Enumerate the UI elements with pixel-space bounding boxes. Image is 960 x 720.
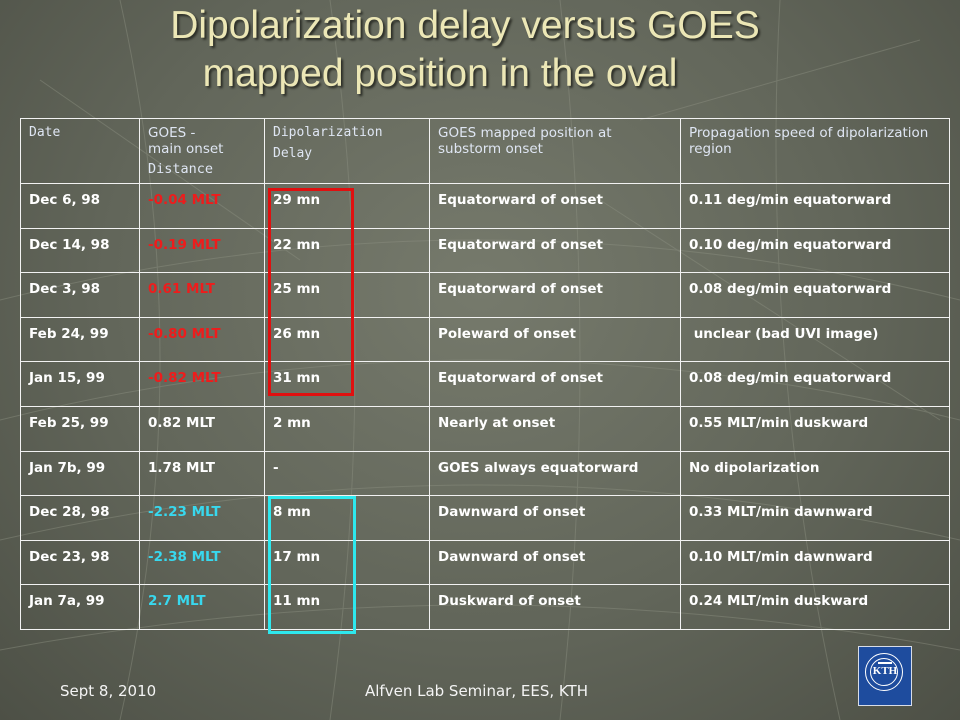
cell-distance: -0.04 MLT <box>139 183 265 229</box>
cell-position: GOES always equatorward <box>429 450 681 497</box>
header-speed-label: Propagation speed of dipolarization regi… <box>689 125 929 157</box>
slide-title-line-1: Dipolarization delay versus GOES <box>170 4 760 47</box>
slide-title-line-2: mapped position in the oval <box>202 52 678 95</box>
slide-title: Dipolarization delay versus GOES mapped … <box>0 0 960 112</box>
cell-date: Dec 3, 98 <box>20 272 140 318</box>
header-distance-line-1: GOES - <box>148 125 196 141</box>
cell-position: Dawnward of onset <box>429 539 681 586</box>
cell-position: Nearly at onset <box>429 405 681 452</box>
logo-inner-ring <box>870 658 898 686</box>
table-row: Dec 3, 98 0.61 MLT 25 mn Equatorward of … <box>20 272 950 318</box>
cell-speed: 0.55 MLT/min duskward <box>680 405 950 452</box>
cell-date: Dec 6, 98 <box>20 183 140 229</box>
cell-speed: 0.08 deg/min equatorward <box>680 272 950 318</box>
cell-delay: 2 mn <box>264 405 430 452</box>
cell-delay: 11 mn <box>264 584 430 630</box>
cell-delay: 26 mn <box>264 316 430 363</box>
footer-date: Sept 8, 2010 <box>60 682 157 700</box>
cell-distance: 0.82 MLT <box>139 405 265 452</box>
cell-speed: unclear (bad UVI image) <box>680 316 950 363</box>
header-distance-line-2: main onset <box>148 141 224 157</box>
kth-seal-icon: KTH <box>858 646 912 706</box>
logo-text: KTH <box>872 665 898 677</box>
cell-date: Dec 23, 98 <box>20 539 140 586</box>
cell-speed: 0.24 MLT/min duskward <box>680 584 950 630</box>
cell-speed: 0.11 deg/min equatorward <box>680 183 950 229</box>
cell-speed: 0.10 MLT/min dawnward <box>680 539 950 586</box>
cell-delay: 25 mn <box>264 272 430 318</box>
table-row: Jan 7b, 99 1.78 MLT - GOES always equato… <box>20 450 950 497</box>
cell-distance: 0.61 MLT <box>139 272 265 318</box>
logo-outer-ring <box>865 653 903 691</box>
cell-date: Jan 15, 99 <box>20 361 140 407</box>
header-date: Date <box>20 118 140 184</box>
cell-position: Equatorward of onset <box>429 183 681 229</box>
cyan-highlight-box <box>268 496 356 634</box>
cell-position: Equatorward of onset <box>429 361 681 407</box>
table-row: Dec 23, 98 -2.38 MLT 17 mn Dawnward of o… <box>20 539 950 586</box>
header-delay: Dipolarization Delay <box>264 118 430 184</box>
table-row: Feb 25, 99 0.82 MLT 2 mn Nearly at onset… <box>20 405 950 452</box>
cell-position: Duskward of onset <box>429 584 681 630</box>
cell-distance: -2.23 MLT <box>139 495 265 541</box>
cell-speed: 0.08 deg/min equatorward <box>680 361 950 407</box>
header-distance: GOES - main onset Distance <box>139 118 265 184</box>
footer-event: Alfven Lab Seminar, EES, KTH <box>365 682 588 700</box>
table-row: Dec 14, 98 -0.19 MLT 22 mn Equatorward o… <box>20 227 950 274</box>
cell-date: Dec 14, 98 <box>20 227 140 274</box>
cell-date: Dec 28, 98 <box>20 495 140 541</box>
crown-icon <box>878 656 892 664</box>
cell-distance: 1.78 MLT <box>139 450 265 497</box>
red-highlight-box <box>268 188 354 396</box>
cell-position: Dawnward of onset <box>429 495 681 541</box>
table-row: Jan 7a, 99 2.7 MLT 11 mn Duskward of ons… <box>20 584 950 630</box>
cell-position: Poleward of onset <box>429 316 681 363</box>
table-header-row: Date GOES - main onset Distance Dipolari… <box>20 118 950 184</box>
header-date-label: Date <box>29 125 61 140</box>
header-distance-line-3: Distance <box>148 161 214 177</box>
cell-date: Jan 7b, 99 <box>20 450 140 497</box>
cell-position: Equatorward of onset <box>429 227 681 274</box>
cell-distance: -2.38 MLT <box>139 539 265 586</box>
header-delay-line-2: Delay <box>273 146 313 161</box>
cell-position: Equatorward of onset <box>429 272 681 318</box>
cell-speed: No dipolarization <box>680 450 950 497</box>
header-delay-line-1: Dipolarization <box>273 125 383 140</box>
dipolarization-table: Date GOES - main onset Distance Dipolari… <box>20 118 950 630</box>
table-row: Dec 28, 98 -2.23 MLT 8 mn Dawnward of on… <box>20 495 950 541</box>
cell-distance: -0.82 MLT <box>139 361 265 407</box>
cell-delay: 31 mn <box>264 361 430 407</box>
cell-delay: - <box>264 450 430 497</box>
cell-distance: 2.7 MLT <box>139 584 265 630</box>
table-row: Jan 15, 99 -0.82 MLT 31 mn Equatorward o… <box>20 361 950 407</box>
header-position: GOES mapped position at substorm onset <box>429 118 681 184</box>
cell-date: Feb 25, 99 <box>20 405 140 452</box>
header-speed: Propagation speed of dipolarization regi… <box>680 118 950 184</box>
cell-speed: 0.33 MLT/min dawnward <box>680 495 950 541</box>
cell-speed: 0.10 deg/min equatorward <box>680 227 950 274</box>
cell-date: Jan 7a, 99 <box>20 584 140 630</box>
cell-distance: -0.80 MLT <box>139 316 265 363</box>
cell-date: Feb 24, 99 <box>20 316 140 363</box>
table-row: Dec 6, 98 -0.04 MLT 29 mn Equatorward of… <box>20 183 950 229</box>
header-position-label: GOES mapped position at substorm onset <box>438 125 612 157</box>
cell-distance: -0.19 MLT <box>139 227 265 274</box>
table-row: Feb 24, 99 -0.80 MLT 26 mn Poleward of o… <box>20 316 950 363</box>
